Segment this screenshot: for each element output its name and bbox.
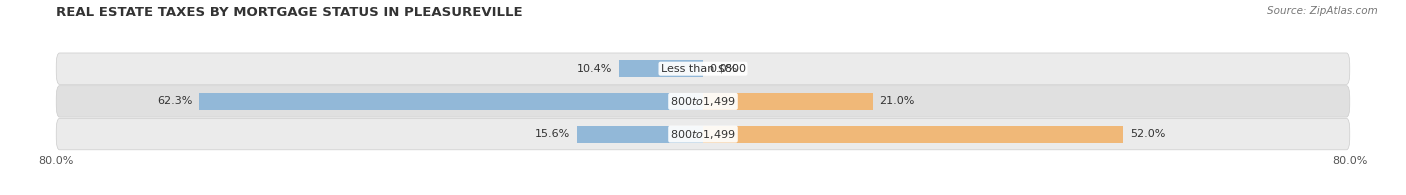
Bar bbox=[703, 93, 873, 110]
Text: 21.0%: 21.0% bbox=[879, 96, 915, 106]
Bar bbox=[703, 126, 1123, 143]
FancyBboxPatch shape bbox=[56, 86, 1350, 117]
Text: $800 to $1,499: $800 to $1,499 bbox=[671, 95, 735, 108]
Bar bbox=[576, 126, 703, 143]
FancyBboxPatch shape bbox=[56, 118, 1350, 150]
Bar bbox=[619, 60, 703, 77]
Text: 62.3%: 62.3% bbox=[157, 96, 193, 106]
Text: Less than $800: Less than $800 bbox=[661, 64, 745, 74]
FancyBboxPatch shape bbox=[56, 53, 1350, 84]
Text: 0.0%: 0.0% bbox=[710, 64, 738, 74]
Text: $800 to $1,499: $800 to $1,499 bbox=[671, 128, 735, 141]
Text: 52.0%: 52.0% bbox=[1130, 129, 1166, 139]
Text: 10.4%: 10.4% bbox=[576, 64, 613, 74]
Text: REAL ESTATE TAXES BY MORTGAGE STATUS IN PLEASUREVILLE: REAL ESTATE TAXES BY MORTGAGE STATUS IN … bbox=[56, 6, 523, 19]
Text: 15.6%: 15.6% bbox=[536, 129, 571, 139]
Bar bbox=[200, 93, 703, 110]
Text: Source: ZipAtlas.com: Source: ZipAtlas.com bbox=[1267, 6, 1378, 16]
